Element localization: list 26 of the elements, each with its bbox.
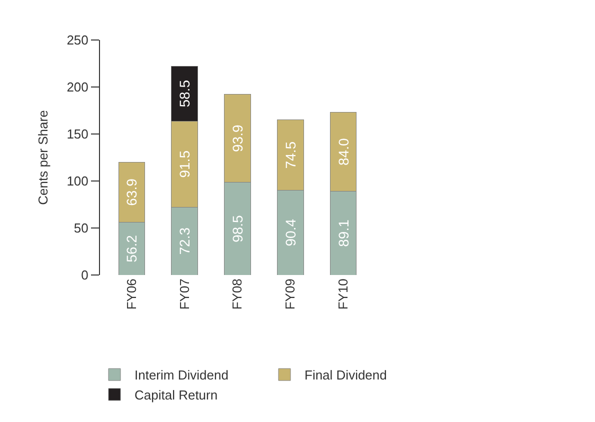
x-tick-label: FY09 [282, 278, 298, 310]
data-label: 56.2 [124, 234, 140, 262]
legend-label: Final Dividend [304, 368, 387, 383]
data-label: 89.1 [335, 219, 352, 247]
data-label: 98.5 [230, 214, 246, 242]
data-label: 63.9 [124, 178, 140, 206]
x-tick-label: FY06 [124, 278, 139, 310]
x-tick-label: FY07 [176, 278, 192, 310]
y-tick-label: 150 [66, 126, 88, 142]
data-label: 74.5 [282, 141, 298, 169]
y-tick-label: 0 [81, 268, 88, 283]
data-label: 84.0 [335, 138, 352, 166]
x-tick-label: FY08 [230, 278, 245, 310]
y-tick-label: 250 [66, 32, 88, 48]
data-label: 72.3 [176, 227, 193, 255]
data-label: 91.5 [176, 150, 193, 178]
data-label: 58.5 [176, 80, 193, 108]
y-tick-label: 200 [66, 80, 88, 95]
data-label: 90.4 [282, 218, 298, 246]
legend-label: Capital Return [134, 388, 218, 403]
y-tick-label: 100 [66, 174, 88, 189]
legend-label: Interim Dividend [134, 368, 228, 383]
data-label: 93.9 [230, 124, 246, 152]
y-axis-title: Cents per Share [36, 110, 51, 205]
y-tick-label: 50 [74, 220, 88, 236]
x-tick-label: FY10 [335, 278, 350, 310]
